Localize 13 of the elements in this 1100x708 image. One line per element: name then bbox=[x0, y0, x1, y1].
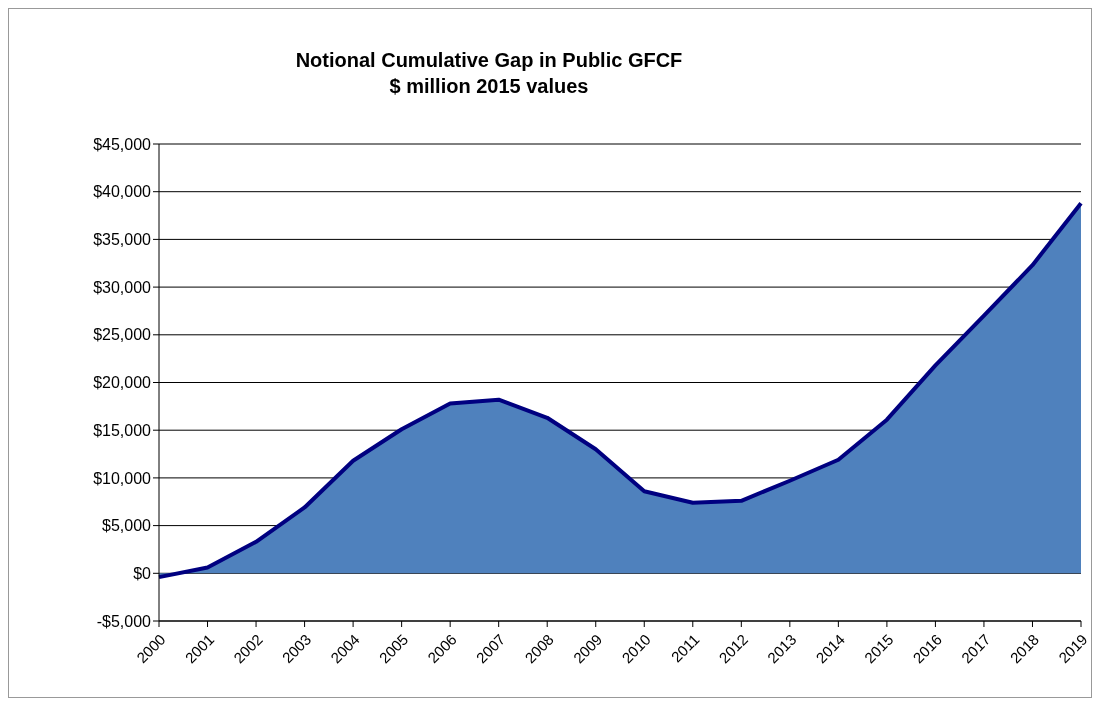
chart-title: Notional Cumulative Gap in Public GFCF bbox=[294, 48, 684, 73]
y-tick-label: -$5,000 bbox=[96, 612, 152, 630]
y-tick-label: $35,000 bbox=[93, 231, 152, 249]
y-tick-label: $40,000 bbox=[93, 183, 152, 201]
y-tick-label: $0 bbox=[133, 564, 152, 582]
chart-subtitle: $ million 2015 values bbox=[388, 74, 590, 99]
y-tick-label: $10,000 bbox=[93, 469, 152, 487]
y-tick-label: $45,000 bbox=[93, 135, 152, 153]
y-tick-label: $20,000 bbox=[93, 374, 152, 392]
y-tick-label: $5,000 bbox=[102, 517, 152, 535]
y-tick-label: $15,000 bbox=[93, 421, 152, 439]
y-tick-label: $30,000 bbox=[93, 278, 152, 296]
y-tick-label: $25,000 bbox=[93, 326, 152, 344]
